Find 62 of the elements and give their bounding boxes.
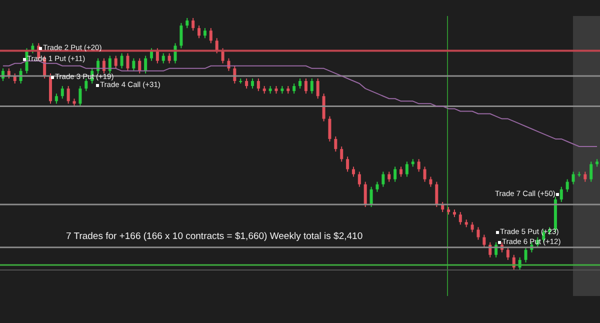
candlestick: [298, 78, 302, 90]
candlestick: [322, 93, 326, 122]
candlestick: [13, 72, 16, 84]
candlestick: [364, 181, 367, 208]
candlestick: [203, 28, 206, 39]
candlestick: [250, 78, 254, 90]
candlestick: [292, 83, 296, 94]
candlestick: [476, 226, 480, 240]
candlestick: [470, 222, 474, 233]
candlestick: [256, 78, 260, 92]
candlestick: [388, 171, 391, 182]
candlestick: [138, 58, 142, 74]
candlestick: [417, 158, 420, 172]
candlestick: [340, 146, 344, 162]
candlestick: [120, 52, 124, 69]
candlestick: [54, 93, 58, 104]
candlestick: [84, 78, 88, 92]
candlestick: [405, 161, 408, 178]
candlestick: [358, 171, 361, 188]
candlestick: [482, 234, 486, 248]
candlestick: [66, 86, 70, 104]
candlestick: [215, 38, 218, 54]
candlestick: [376, 181, 379, 192]
candlestick: [370, 186, 373, 208]
candlestick: [566, 178, 569, 192]
candlestick: [382, 171, 385, 188]
candlestick: [304, 78, 308, 94]
candlestick: [429, 176, 432, 188]
candlestick: [441, 201, 444, 213]
candlestick: [572, 171, 575, 185]
candlestick: [114, 55, 118, 69]
candlestick: [132, 58, 136, 72]
candlestick: [584, 171, 587, 182]
candlestick: [524, 246, 528, 263]
candlestick: [245, 78, 248, 90]
candlestick: [310, 78, 314, 94]
candlestick: [192, 18, 195, 32]
candlestick: [578, 171, 581, 178]
candlestick: [144, 55, 148, 74]
annotation: 7 Trades for +166 (166 x 10 contracts = $1,660) Weekly total is $2,410: [66, 231, 363, 242]
candlestick: [423, 166, 426, 182]
candlestick: [186, 18, 189, 29]
candlestick: [352, 166, 355, 178]
candlestick: [334, 136, 338, 152]
candlestick: [78, 86, 82, 107]
candlestick: [162, 52, 165, 64]
candlestick: [435, 181, 438, 208]
candlestick: [346, 156, 350, 172]
candlestick: [458, 212, 462, 226]
candlestick: [60, 86, 64, 100]
candlestick: [108, 55, 112, 74]
candlestick: [198, 25, 201, 39]
candlestick: [400, 166, 403, 178]
candlestick: [180, 22, 183, 49]
candlestick: [506, 246, 510, 260]
candlestick: [590, 161, 593, 182]
candlestick: [328, 116, 332, 142]
candlestick: [209, 28, 212, 44]
candlestick: [394, 166, 397, 182]
candlestick: [126, 52, 130, 72]
candlestick: [316, 78, 320, 100]
candlestick: [168, 52, 171, 64]
